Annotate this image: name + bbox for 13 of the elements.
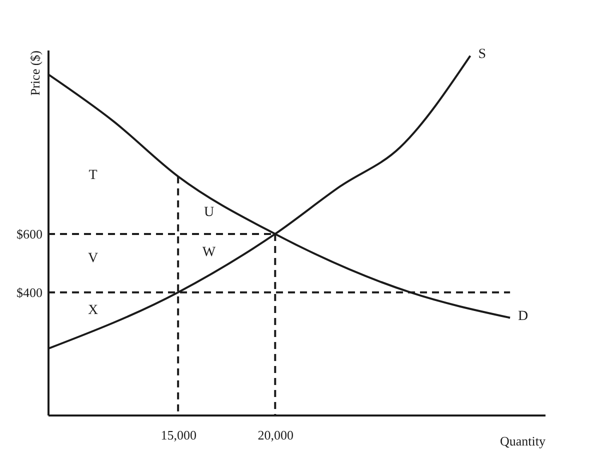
x-tick-label: 15,000 [160,428,196,442]
y-axis-title: Price ($) [28,50,42,96]
annotation: U [204,205,214,220]
y-tick-label: $600 [16,226,42,242]
annotation: X [88,303,98,318]
annotation: V [88,251,98,266]
annotation: T [88,168,98,183]
annotation: W [202,245,216,260]
y-tick-label: $400 [16,284,42,300]
x-axis-title: Quantity [500,434,546,448]
series-label: D [518,308,528,324]
series-label: S [478,46,486,62]
x-tick-label: 20,000 [258,428,294,442]
